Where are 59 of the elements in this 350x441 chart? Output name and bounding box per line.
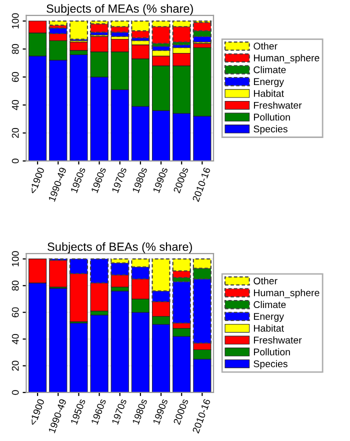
x-tick-label: 1980s bbox=[132, 166, 148, 194]
x-tick-label: 1960s bbox=[91, 398, 106, 425]
legend-label: Pollution bbox=[254, 348, 290, 356]
x-tick-label: 1980s bbox=[132, 398, 148, 425]
x-tick-label: 2000s bbox=[173, 398, 188, 425]
bar bbox=[110, 290, 129, 392]
legend-label: Habitat bbox=[254, 90, 284, 97]
legend-label: Habitat bbox=[254, 324, 284, 332]
legend-label: Species bbox=[254, 125, 288, 134]
legend-label: Climate bbox=[254, 66, 286, 74]
x-tick-label: <1900 bbox=[29, 398, 45, 426]
bar bbox=[110, 262, 130, 276]
legend-label: Species bbox=[254, 360, 288, 370]
x-tick-label: 1950s bbox=[70, 398, 86, 425]
bar bbox=[48, 27, 68, 34]
bar bbox=[90, 258, 109, 284]
x-tick-label: 2000s bbox=[173, 166, 188, 194]
legend-label: Human_sphere bbox=[254, 289, 320, 298]
y-tick-label: 60 bbox=[12, 72, 19, 82]
x-tick-label: 1950s bbox=[70, 166, 86, 194]
y-tick-label: 40 bbox=[12, 100, 19, 110]
bar bbox=[69, 20, 88, 40]
y-tick-label: 100 bbox=[12, 251, 19, 266]
x-tick-label: <1900 bbox=[29, 166, 45, 194]
legend-label: Pollution bbox=[254, 113, 290, 121]
y-tick-label: 0 bbox=[12, 390, 19, 395]
chart-title: Subjects of BEAs (% share) bbox=[48, 242, 192, 254]
bar bbox=[90, 282, 108, 312]
y-tick-label: 20 bbox=[12, 360, 19, 371]
y-tick-label: 20 bbox=[12, 128, 19, 138]
legend-label: Freshwater bbox=[254, 336, 302, 344]
legend-label: Other bbox=[254, 277, 278, 284]
legend-label: Energy bbox=[254, 313, 284, 322]
bar bbox=[69, 258, 88, 274]
y-tick-label: 0 bbox=[12, 158, 19, 164]
bar bbox=[90, 23, 109, 33]
bar bbox=[110, 274, 129, 288]
bar bbox=[70, 54, 88, 161]
legend-label: Freshwater bbox=[254, 102, 302, 109]
bar bbox=[48, 20, 68, 26]
bar bbox=[172, 281, 191, 324]
bar bbox=[152, 46, 170, 51]
bar bbox=[90, 314, 108, 392]
y-tick-label: 100 bbox=[12, 13, 19, 28]
x-tick-label: 1990s bbox=[152, 166, 168, 194]
x-tick-label: 1990s bbox=[152, 398, 168, 425]
x-tick-label: 1970s bbox=[112, 398, 127, 425]
y-tick-label: 80 bbox=[12, 280, 19, 291]
legend-label: Climate bbox=[254, 300, 286, 308]
y-tick-label: 60 bbox=[12, 307, 19, 318]
y-tick-label: 40 bbox=[12, 334, 19, 344]
bar bbox=[70, 42, 88, 51]
x-tick-label: 1960s bbox=[91, 166, 106, 194]
legend-label: Human_sphere bbox=[254, 54, 320, 64]
chart-title: Subjects of MEAs (% share) bbox=[46, 4, 193, 16]
x-tick-label: 1970s bbox=[112, 166, 127, 194]
y-tick-label: 80 bbox=[12, 44, 19, 54]
legend-label: Energy bbox=[254, 78, 284, 87]
legend-label: Other bbox=[254, 42, 278, 50]
